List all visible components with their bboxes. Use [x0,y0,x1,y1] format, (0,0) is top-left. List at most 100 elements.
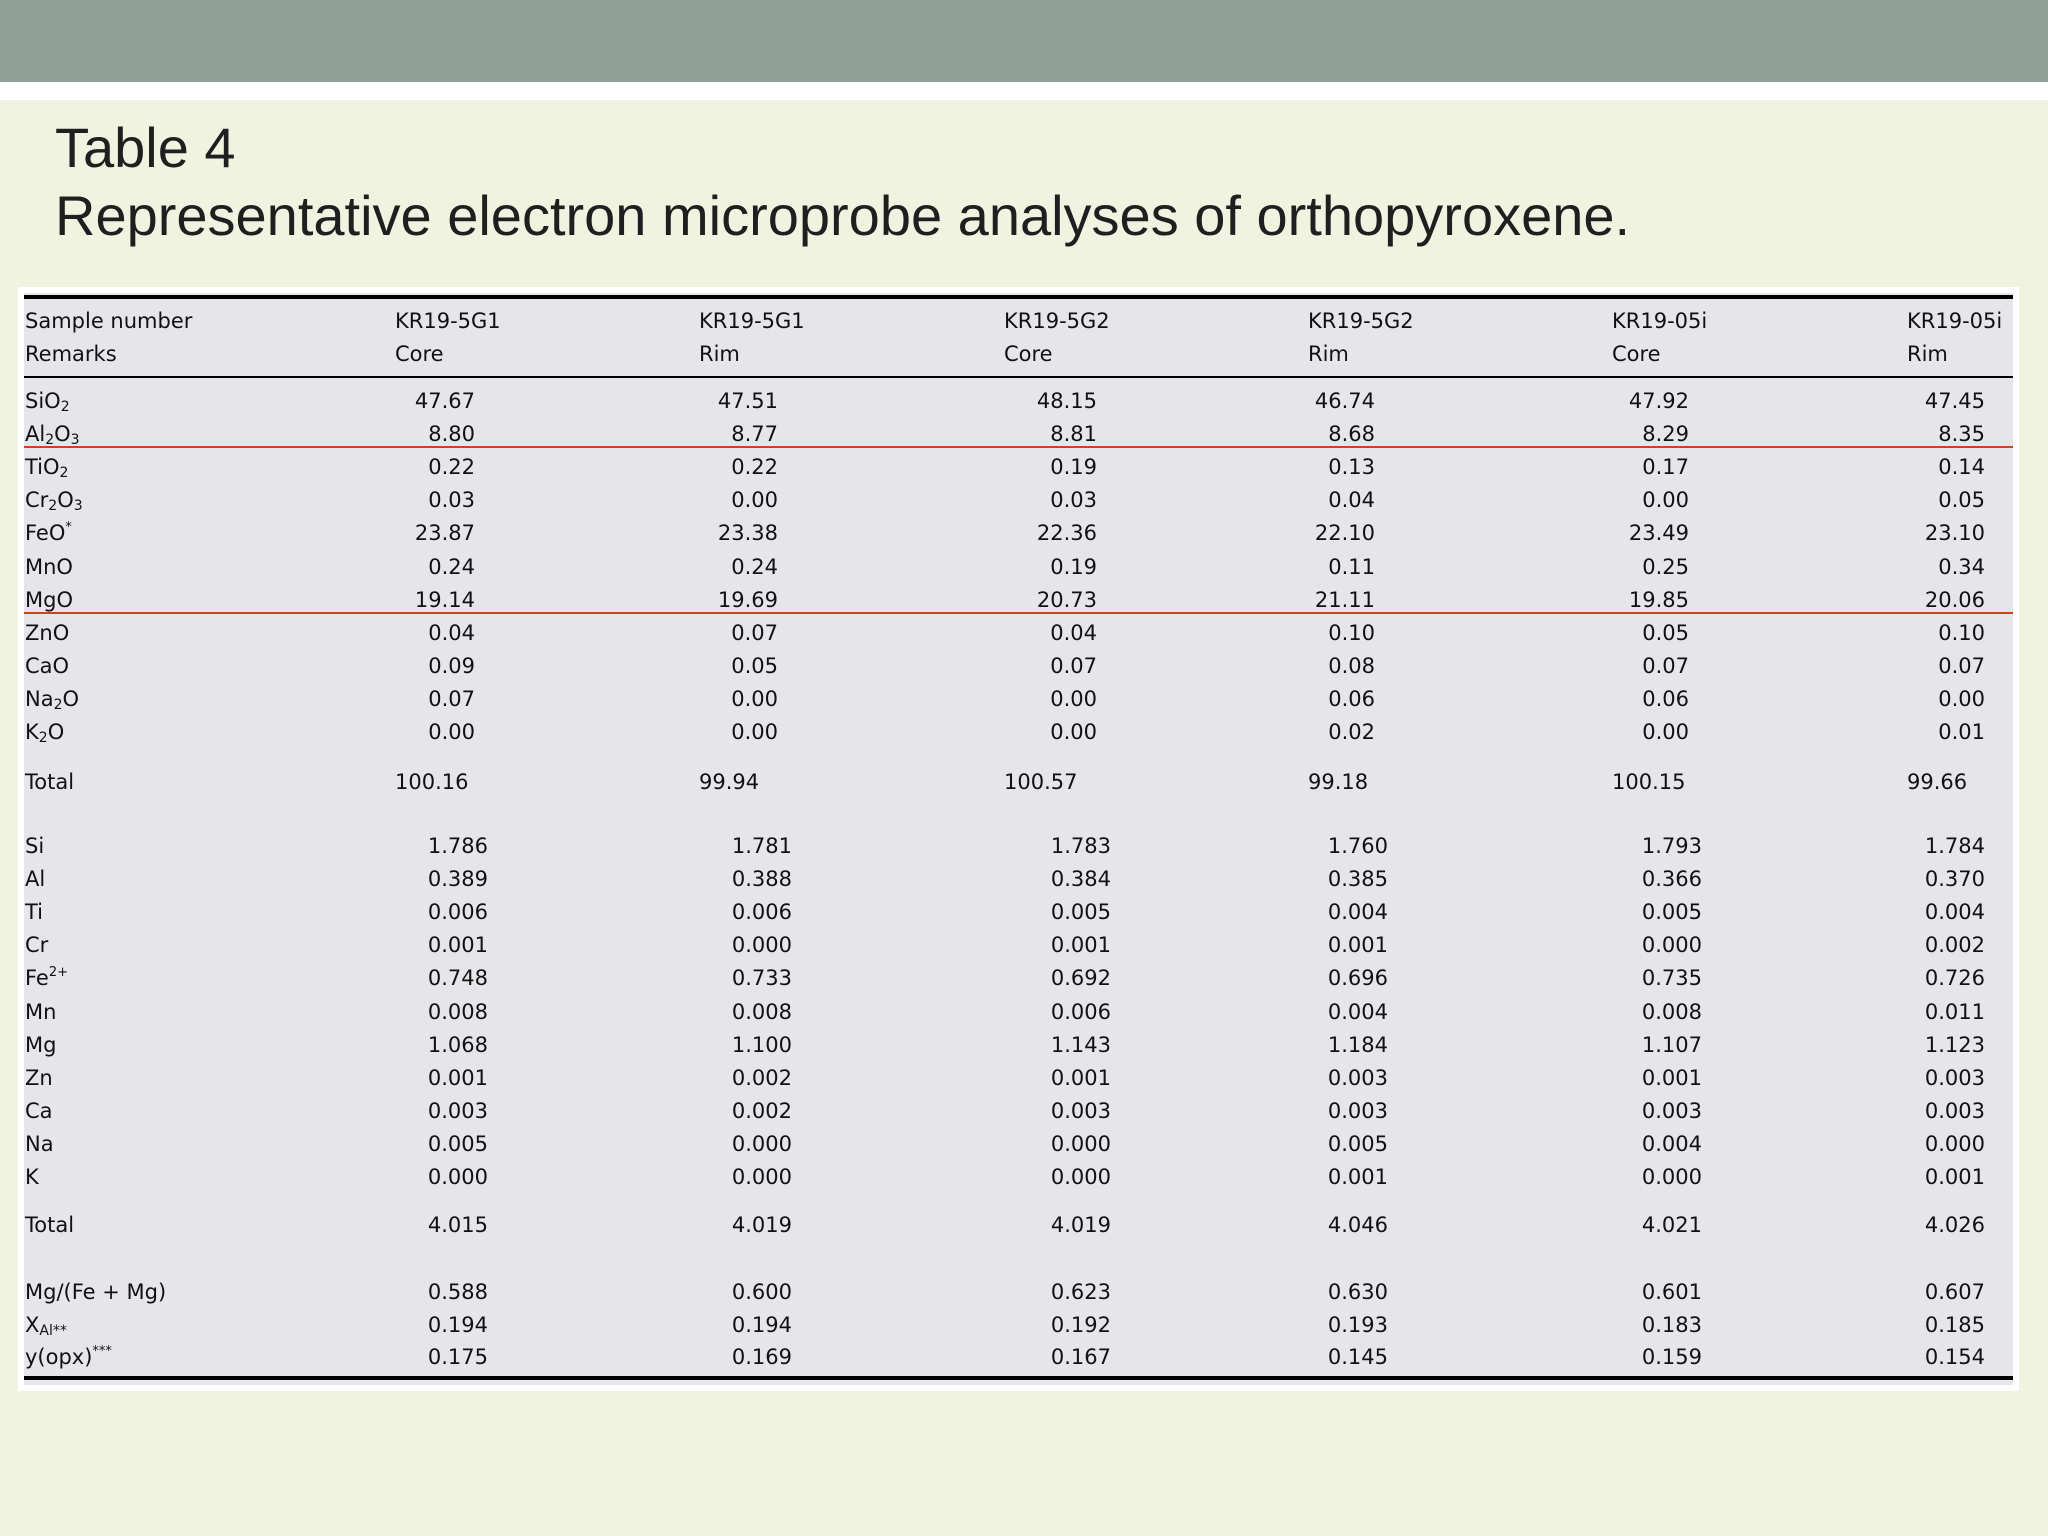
cation-value: 0.001 [1641,1065,1702,1090]
cation-total-value: 4.046 [1327,1213,1388,1237]
ratio-value: 0.192 [1050,1312,1111,1337]
cation-value: 0.735 [1641,966,1702,991]
cation-value: 0.002 [731,1065,792,1090]
oxide-total-value: 100.57 [1004,770,1078,794]
oxide-value: 0.11 [1328,554,1375,579]
title-line-1: Table 4 [55,116,236,179]
oxide-value: 19.85 [1628,587,1689,612]
oxide-value: 0.01 [1938,720,1985,744]
oxide-value: 8.29 [1642,422,1689,447]
oxide-label: TiO2 [25,455,69,482]
oxide-value: 0.00 [1050,720,1097,744]
oxide-value: 23.87 [414,521,475,546]
header-divider [0,82,2048,100]
oxide-label: CaO [25,653,70,678]
oxide-value: 46.74 [1314,389,1375,413]
oxide-value: 19.69 [717,587,778,612]
oxide-value: 20.73 [1036,587,1097,612]
oxide-label: MgO [25,587,73,612]
slide-title: Table 4 Representative electron micropro… [55,114,1955,250]
oxide-value: 22.36 [1036,521,1097,546]
remark: Rim [699,342,740,366]
ratio-value: 0.194 [427,1312,488,1337]
cation-label: Zn [25,1065,53,1090]
cation-total-value: 4.026 [1924,1213,1985,1237]
oxide-total-value: 99.94 [699,770,760,794]
analysis-table: Sample number Remarks KR19-5G1 KR19-5G1 KR19… [18,287,2019,1391]
ratio-value: 0.623 [1050,1280,1111,1304]
oxide-value: 0.22 [731,455,778,480]
oxide-value: 0.06 [1328,686,1375,711]
remark: Rim [1308,342,1349,366]
sample-id: KR19-05i [1612,309,1708,333]
oxide-label: FeO* [25,520,72,546]
cation-value: 0.004 [1641,1131,1702,1156]
ratio-value: 0.588 [427,1280,488,1304]
table-bottom-rule [24,1376,2013,1380]
oxide-value: 0.13 [1328,455,1375,480]
cation-value: 0.000 [731,1131,792,1156]
cation-value: 0.389 [427,867,488,892]
oxide-value: 0.03 [428,488,475,513]
oxide-total-value: 99.18 [1308,770,1369,794]
cation-value: 0.002 [731,1098,792,1123]
cation-value: 0.003 [427,1098,488,1123]
oxide-value: 0.04 [428,620,475,645]
ratio-label: y(opx)*** [25,1344,112,1369]
ratio-value: 0.167 [1050,1345,1111,1369]
cation-value: 1.068 [427,1032,488,1057]
oxide-value: 0.19 [1050,455,1097,480]
oxide-value: 0.24 [731,554,778,579]
oxide-value: 8.77 [731,422,778,447]
cation-value: 0.001 [427,1065,488,1090]
cation-value: 1.786 [427,834,488,858]
oxide-value: 21.11 [1314,587,1375,612]
oxide-value: 0.34 [1938,554,1985,579]
cation-value: 0.005 [427,1131,488,1156]
table-header-rule [24,376,2013,378]
cation-total-value: 4.015 [427,1213,488,1237]
cation-value: 0.370 [1924,867,1985,892]
cation-value: 0.366 [1641,867,1702,892]
cation-value: 0.004 [1924,900,1985,925]
cation-value: 0.384 [1050,867,1111,892]
cation-value: 0.008 [1641,999,1702,1024]
cation-label: Fe2+ [25,965,69,991]
ratio-value: 0.630 [1327,1280,1388,1304]
cation-value: 0.000 [731,933,792,958]
cation-total-value: 4.019 [731,1213,792,1237]
ratio-value: 0.193 [1327,1312,1388,1337]
oxide-value: 0.00 [1642,488,1689,513]
ratio-label: Mg/(Fe + Mg) [25,1280,167,1304]
oxide-value: 8.80 [428,422,475,447]
oxide-value: 0.00 [731,720,778,744]
cation-value: 1.783 [1050,834,1111,858]
cation-value: 0.748 [427,966,488,991]
cation-value: 0.696 [1327,966,1388,991]
remark: Core [1004,342,1053,366]
oxide-value: 0.07 [428,686,475,711]
sample-number-label: Sample number [25,309,193,333]
cation-value: 1.760 [1327,834,1388,858]
ratio-value: 0.145 [1327,1345,1388,1369]
sample-id: KR19-5G1 [395,309,501,333]
sample-id: KR19-5G2 [1308,309,1414,333]
remark: Core [1612,342,1661,366]
ratio-value: 0.159 [1641,1345,1702,1369]
red-annotation-line [24,446,2013,448]
sample-id: KR19-5G2 [1004,309,1110,333]
oxide-value: 0.00 [731,488,778,513]
ratio-value: 0.169 [731,1345,792,1369]
oxide-value: 8.81 [1050,422,1097,447]
cation-label: Al [25,867,46,892]
cation-value: 0.000 [731,1165,792,1189]
cation-value: 0.000 [1050,1131,1111,1156]
oxide-value: 0.22 [428,455,475,480]
oxide-value: 47.67 [414,389,475,413]
cation-value: 0.003 [1924,1098,1985,1123]
cation-value: 1.793 [1641,834,1702,858]
cation-value: 0.001 [427,933,488,958]
header-bar [0,0,2048,82]
oxide-value: 0.00 [1642,720,1689,744]
cation-label: Na [25,1131,54,1156]
